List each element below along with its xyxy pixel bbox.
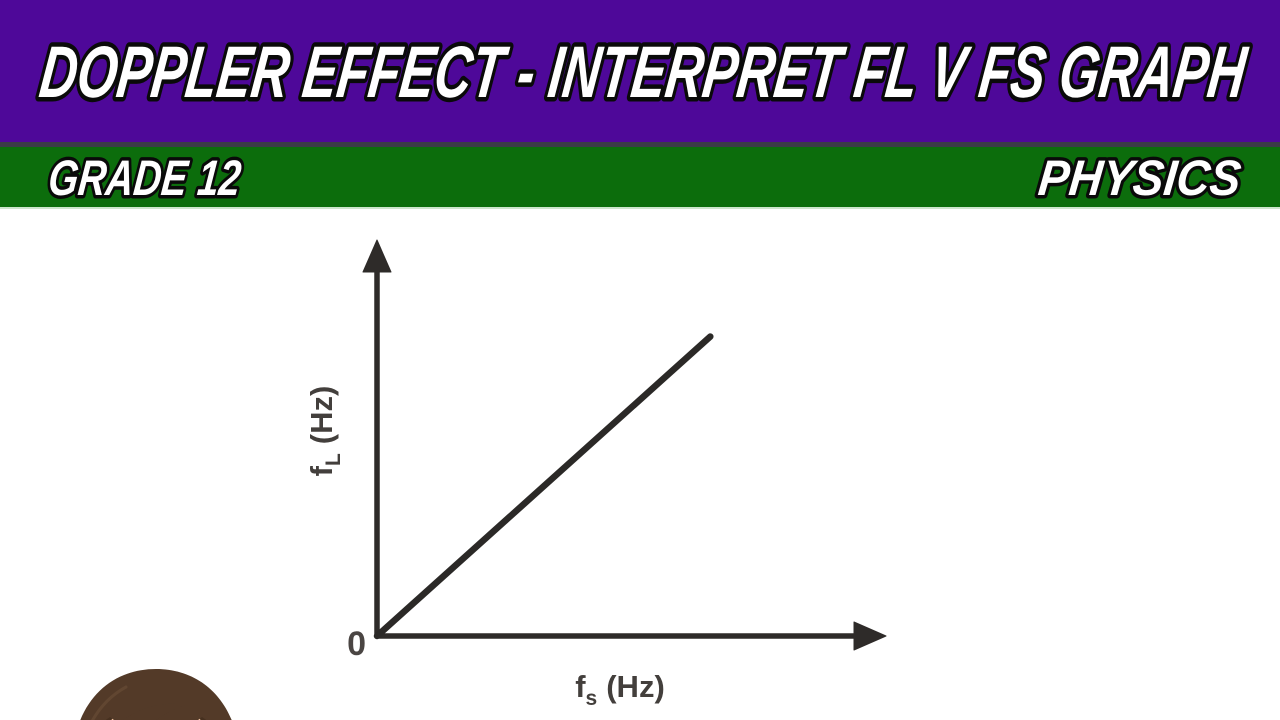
title-banner: DOPPLER EFFECT - INTERPRET FL V FS GRAPH [0, 0, 1280, 142]
x-axis-arrow-icon [853, 621, 887, 651]
origin-label: 0 [347, 625, 366, 663]
y-axis-label: fL (Hz) [304, 386, 345, 477]
presenter-avatar [80, 669, 232, 720]
y-axis-symbol: f [304, 465, 339, 476]
title-banner-canvas: DOPPLER EFFECT - INTERPRET FL V FS GRAPH [31, 27, 1256, 118]
x-axis-subscript: s [586, 687, 598, 710]
doppler-graph: 0 fL(Hz) fs (Hz) [304, 239, 887, 710]
subject-label: PHYSICS [1036, 150, 1244, 206]
plotted-line [373, 333, 714, 640]
y-axis-unit: (Hz) [304, 386, 339, 445]
y-axis-subscript: L [322, 453, 345, 466]
avatar-hair-highlights [90, 685, 128, 720]
grade-banner: GRADE 12 PHYSICS [0, 147, 1280, 209]
avatar-top-hair [80, 669, 232, 720]
x-axis-label: fs (Hz) [575, 669, 665, 710]
content-area: 0 fL(Hz) fs (Hz) [0, 209, 1280, 720]
page-title: DOPPLER EFFECT - INTERPRET FL V FS GRAPH [36, 31, 1252, 113]
grade-label: GRADE 12 [46, 150, 244, 206]
x-axis-unit: (Hz) [606, 669, 665, 704]
y-axis-arrow-icon [362, 239, 392, 273]
avatar-bang [123, 703, 186, 720]
x-axis-symbol: f [575, 669, 586, 704]
banner-divider [0, 142, 1280, 147]
grade-banner-canvas: GRADE 12 PHYSICS [42, 147, 1247, 210]
